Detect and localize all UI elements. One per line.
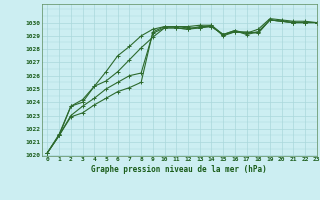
X-axis label: Graphe pression niveau de la mer (hPa): Graphe pression niveau de la mer (hPa) — [91, 165, 267, 174]
